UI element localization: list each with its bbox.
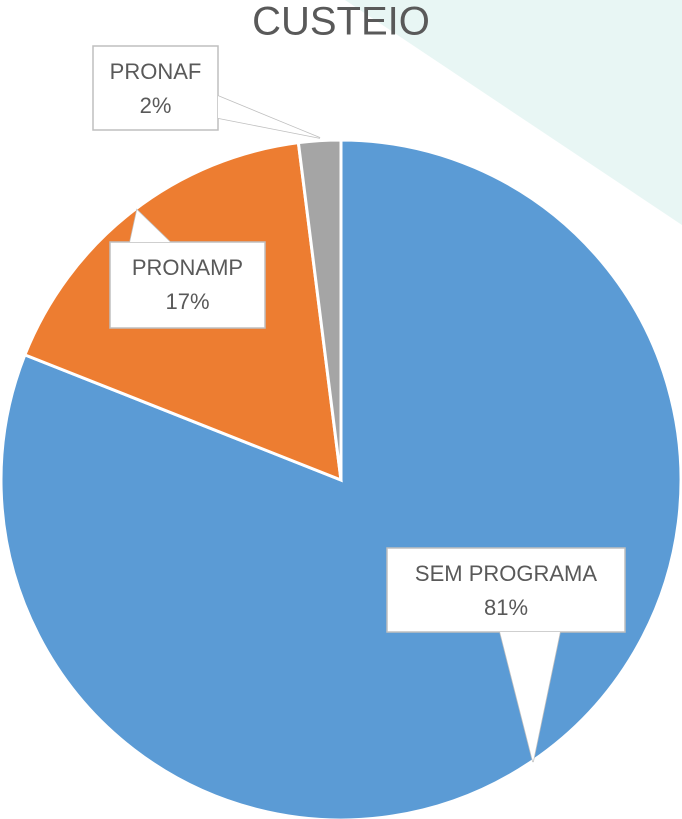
chart-title: CUSTEIO xyxy=(252,0,430,44)
callout-pointer-cover xyxy=(130,210,170,242)
data-label: 2% xyxy=(140,93,172,118)
category-label: PRONAMP xyxy=(132,255,243,280)
pie-slice xyxy=(296,138,343,481)
category-label: PRONAF xyxy=(110,59,202,84)
callout-box xyxy=(386,547,626,633)
data-label: 17% xyxy=(165,289,209,314)
callout-pointer-cover xyxy=(218,96,320,138)
data-label: 81% xyxy=(484,595,528,620)
background-shape xyxy=(345,0,682,225)
category-label: SEM PROGRAMA xyxy=(415,561,597,586)
callout-box xyxy=(109,241,266,329)
callout-pointer-cover xyxy=(500,632,560,762)
callout-box xyxy=(92,45,219,131)
